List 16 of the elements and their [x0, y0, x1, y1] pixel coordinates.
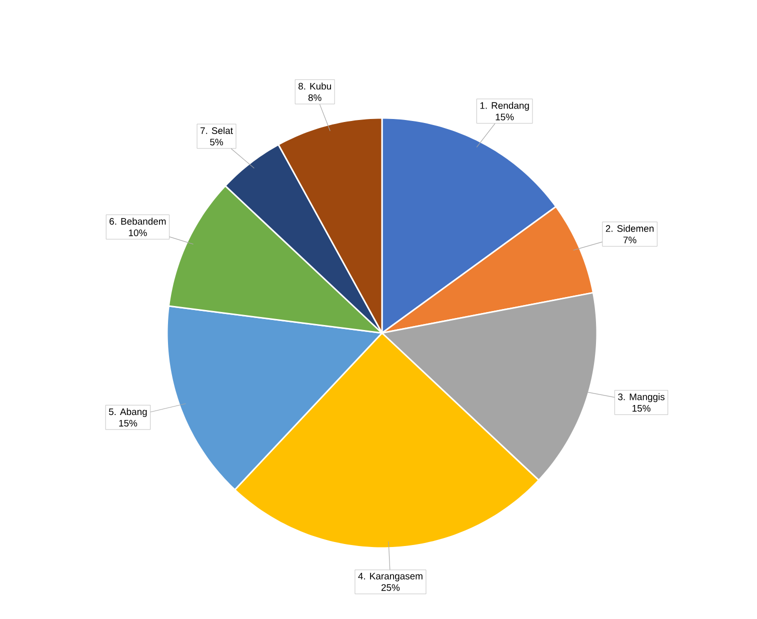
- slice-label: 7. Selat: [200, 127, 233, 134]
- slice-label: 8. Kubu: [298, 82, 331, 90]
- slice-label: 2. Sidemen: [606, 224, 654, 232]
- data-label: 8%: [308, 94, 322, 102]
- slice-label: 5. Abang: [108, 408, 147, 417]
- data-label: 15%: [496, 114, 514, 120]
- slice-label: 1. Rendang: [480, 102, 529, 111]
- data-label: 5%: [210, 138, 224, 146]
- data-label: 7%: [623, 236, 636, 244]
- data-label: 10%: [128, 229, 147, 236]
- slice-label: 4. Karangasem: [358, 572, 422, 582]
- slice-label: 6. Bebandem: [110, 218, 166, 225]
- data-label: 15%: [119, 420, 138, 427]
- data-label: 15%: [632, 405, 650, 412]
- data-label: 25%: [381, 584, 400, 591]
- slice-label: 3. Manggis: [618, 393, 665, 402]
